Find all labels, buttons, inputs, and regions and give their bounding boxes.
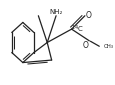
Text: O: O [82, 41, 88, 50]
Text: $^{14}$C: $^{14}$C [70, 24, 83, 35]
Text: O: O [85, 11, 91, 20]
Text: CH₃: CH₃ [103, 44, 113, 49]
Text: NH₂: NH₂ [49, 9, 62, 15]
